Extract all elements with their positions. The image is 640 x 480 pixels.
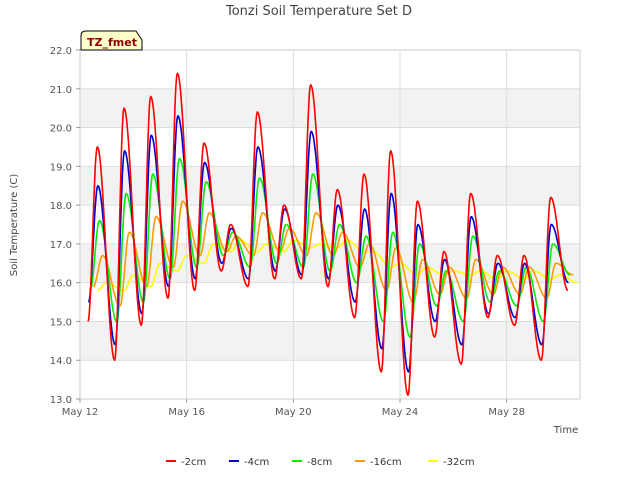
plot-background <box>80 50 580 399</box>
plot-band <box>80 321 580 361</box>
chart-title: Tonzi Soil Temperature Set D <box>225 4 412 19</box>
y-tick-label: 21.0 <box>50 85 72 96</box>
x-axis-title: Time <box>553 425 578 436</box>
y-tick-labels: 13.0 14.0 15.0 16.0 17.0 18.0 19.0 20.0 21.0 22.0 <box>50 46 80 406</box>
y-tick-label: 19.0 <box>50 162 72 173</box>
x-tick-label: May 20 <box>275 407 312 418</box>
x-tick-labels: May 12 May 16 May 20 May 24 May 28 <box>62 399 525 418</box>
series-line-2cmcm-depth <box>87 72 569 396</box>
x-tick-label: May 24 <box>382 407 419 418</box>
plot-frame <box>79 49 581 400</box>
legend-label: -32cm <box>443 457 475 468</box>
legend-label: -16cm <box>370 457 402 468</box>
y-tick-label: 22.0 <box>50 46 72 57</box>
site-tag-box <box>80 30 143 51</box>
plot-band <box>80 50 580 89</box>
plot-band <box>80 205 580 244</box>
y-tick-label: 17.0 <box>50 240 72 251</box>
site-tag: TZ_fmet <box>80 30 143 51</box>
x-tick-label: May 28 <box>488 407 525 418</box>
legend-label: -2cm <box>181 457 206 468</box>
legend-label: -8cm <box>307 457 332 468</box>
x-tick-label: May 16 <box>168 407 205 418</box>
y-tick-label: 15.0 <box>50 317 72 328</box>
y-axis-title: Soil Temperature (C) <box>9 174 20 277</box>
series-line-4cmcm-depth <box>87 115 569 373</box>
x-tick-label: May 12 <box>62 407 99 418</box>
legend-label: -4cm <box>244 457 269 468</box>
y-tick-label: 13.0 <box>50 395 72 406</box>
plot-band <box>80 127 580 167</box>
plot-band <box>80 88 580 128</box>
plot-band <box>80 360 580 399</box>
series-lines <box>87 72 578 396</box>
legend: -2cm -4cm -8cm -16cm -32cm <box>166 457 475 468</box>
y-tick-label: 14.0 <box>50 356 72 367</box>
site-tag-label: TZ_fmet <box>87 36 137 49</box>
y-tick-label: 20.0 <box>50 124 72 135</box>
plot-band <box>80 166 580 206</box>
y-tick-label: 16.0 <box>50 279 72 290</box>
y-tick-label: 18.0 <box>50 201 72 212</box>
